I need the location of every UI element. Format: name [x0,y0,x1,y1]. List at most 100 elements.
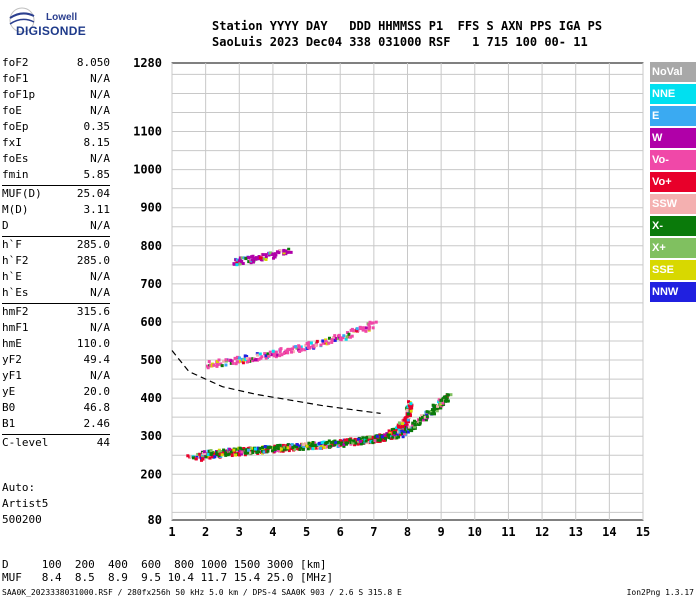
echo-point [274,447,278,451]
echo-point [281,448,285,452]
param-value: 25.04 [76,187,110,200]
echo-point [365,435,369,439]
echo-point [342,443,346,447]
param-separator [2,303,110,304]
param-row: B1 2.46 [2,416,110,432]
echo-point [247,448,251,452]
legend-item: X+ [650,238,696,258]
auto-label: Auto: [2,481,36,494]
echo-point [407,408,411,412]
echo-point [354,441,358,445]
param-row: hmF1 N/A [2,320,110,336]
echo-point [239,359,243,363]
echo-point [243,451,247,455]
param-row: D N/A [2,218,110,234]
echo-point [351,441,355,445]
echo-point [307,441,311,445]
echo-point [407,415,411,419]
echo-point [418,418,422,422]
echo-point [284,349,288,353]
echo-point [393,433,397,437]
echo-point [282,249,286,253]
param-name: foF1 [2,72,29,85]
echo-point [430,412,434,416]
echo-point [287,247,291,251]
echo-point [400,432,404,436]
echo-point [254,257,258,261]
param-name: yF2 [2,353,22,366]
param-row: M(D) 3.11 [2,202,110,218]
param-value: N/A [90,152,110,165]
echo-point [292,345,296,349]
legend-item: W [650,128,696,148]
echo-point [261,253,265,257]
legend-item: NNW [650,282,696,302]
param-name: yF1 [2,369,22,382]
echo-point [364,326,368,330]
echo-point [327,336,331,340]
footer-file-info: SAA0K_2023338031000.RSF / 280fx256h 50 k… [2,588,402,597]
echo-point [368,325,372,329]
echo-point [397,428,401,432]
x-tick-label: 10 [468,525,482,539]
echo-point [278,354,282,358]
param-value: N/A [90,321,110,334]
echo-point [222,448,226,452]
echo-point [413,425,417,429]
echo-point [307,343,311,347]
echo-point [218,452,222,456]
param-name: fmin [2,168,29,181]
echo-point [299,345,303,349]
echo-point [344,337,348,341]
echo-point [281,443,285,447]
echo-point [204,455,208,459]
echo-point [209,449,213,453]
echo-point [406,425,410,429]
echo-point [282,351,286,355]
echo-point [260,355,264,359]
echo-point [444,399,448,403]
param-value: 285.0 [76,254,110,267]
echo-point [235,263,239,267]
echo-point [352,329,356,333]
y-tick-label: 600 [140,315,162,329]
echo-point [251,260,255,264]
echo-point [284,445,288,449]
echo-point [245,354,249,358]
echo-point [210,455,214,459]
echo-point [289,444,293,448]
echo-point [257,257,261,261]
echo-point [271,252,275,256]
echo-point [338,444,342,448]
echo-point [407,404,411,408]
footer-version: Ion2Png 1.3.17 [626,588,694,597]
file-info-footer: SAA0K_2023338031000.RSF / 280fx256h 50 k… [2,588,698,597]
echo-point [273,448,277,452]
echo-point [240,260,244,264]
echo-point [226,453,230,457]
echo-point [220,364,224,368]
echo-point [263,352,267,356]
echo-point [361,326,365,330]
echo-point [247,256,251,260]
param-row: foE N/A [2,103,110,119]
echo-point [431,403,435,407]
echo-point [273,255,277,259]
echo-point [224,358,228,362]
echo-point [432,405,436,409]
logo-line1: Lowell [46,12,78,23]
echo-point [237,356,241,360]
echo-point [264,356,268,360]
echo-point [258,446,262,450]
echo-point [286,348,290,352]
echo-point [348,335,352,339]
param-name: fxI [2,136,22,149]
echo-point [216,363,220,367]
param-row: foEs N/A [2,151,110,167]
echo-point [392,431,396,435]
param-value: 5.85 [83,168,111,181]
echo-point [350,439,354,443]
echo-point [219,455,223,459]
param-value: 285.0 [76,238,110,251]
